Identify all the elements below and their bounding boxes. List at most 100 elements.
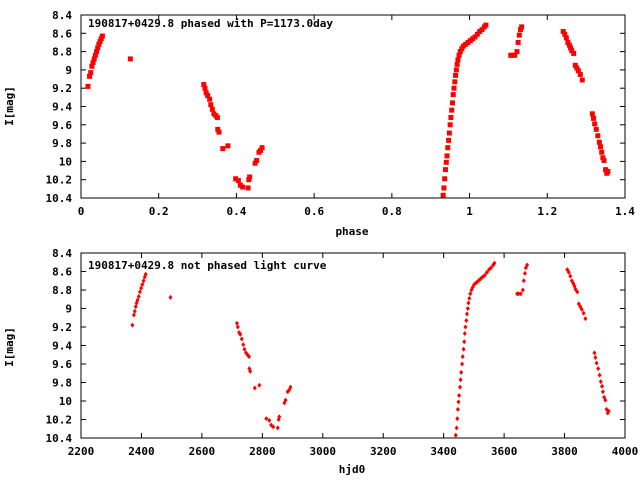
phased-data-point (512, 52, 518, 58)
phased-y-tick-label: 8.4 (52, 9, 72, 22)
unphased-data-point (140, 281, 145, 287)
phased-data-point (203, 90, 209, 96)
phased-data-point (568, 45, 574, 51)
unphased-data-point (583, 316, 588, 322)
phased-data-point (560, 28, 566, 34)
phased-data-point (571, 50, 577, 56)
unphased-x-tick-label: 2800 (249, 445, 276, 458)
phased-data-point (441, 185, 447, 191)
unphased-data-point (460, 361, 465, 367)
unphased-y-tick-label: 8.4 (52, 247, 72, 260)
phased-data-point (235, 178, 241, 184)
phased-data-point (596, 139, 602, 145)
phased-data-point (446, 137, 452, 143)
phased-data-point (201, 82, 207, 88)
unphased-data-point (492, 260, 497, 266)
phased-data-point (569, 48, 575, 54)
phased-data-point (442, 176, 448, 182)
phased-data-point (94, 49, 100, 55)
phased-y-tick-label: 8.8 (52, 46, 72, 59)
phased-data-point (90, 60, 96, 66)
phased-data-point (589, 111, 595, 117)
unphased-data-point (277, 414, 282, 420)
phased-data-point (514, 49, 520, 55)
phased-x-tick-label: 0 (78, 205, 85, 218)
phased-data-point (442, 167, 448, 173)
phased-data-point (449, 100, 455, 106)
phased-plot-area: 0 0.2 0.4 0.6 0.8 1 1.2 1.4 8.4 8.6 8.8 9 9.2 9.4 9.6 9… (46, 9, 636, 218)
phased-data-point (95, 45, 101, 51)
unphased-data-point (465, 306, 470, 311)
unphased-data-point (275, 425, 280, 431)
phased-y-tick-label: 10 (59, 155, 72, 168)
phased-data-point (483, 22, 489, 28)
phased-data-point (516, 32, 522, 38)
phased-data-point (89, 63, 95, 69)
unphased-data-point (525, 262, 530, 268)
phased-data-point (562, 31, 568, 37)
phased-data-point (447, 122, 453, 128)
unphased-data-point (136, 293, 141, 299)
phased-data-point (457, 49, 463, 55)
unphased-data-point (139, 285, 144, 291)
unphased-data-point (568, 273, 573, 279)
phased-data-point (566, 42, 572, 48)
unphased-data-point (482, 272, 487, 278)
unphased-x-tick-label: 3000 (310, 445, 337, 458)
unphased-data-point (132, 308, 137, 314)
phased-data-point (474, 31, 480, 37)
unphased-data-point (516, 291, 521, 297)
unphased-data-point (283, 397, 288, 403)
unphased-data-point (581, 310, 586, 316)
unphased-data-point (598, 379, 603, 385)
phased-data-point (599, 149, 605, 155)
phased-data-point (446, 130, 452, 136)
phased-data-point (593, 126, 599, 132)
unphased-data-point (522, 270, 527, 276)
phased-data-point (99, 33, 105, 39)
unphased-data-point (464, 318, 469, 324)
phased-data-point (519, 24, 525, 30)
unphased-data-point (137, 289, 142, 295)
unphased-data-point (460, 354, 465, 360)
unphased-data-point (459, 369, 464, 375)
unphased-data-point (252, 385, 257, 391)
phased-y-tick-label: 9.8 (52, 137, 72, 150)
unphased-data-point (455, 416, 460, 422)
unphased-data-point (143, 271, 148, 277)
unphased-data-point (241, 342, 246, 348)
unphased-y-tick-label: 10.4 (46, 432, 73, 445)
unphased-data-point (168, 294, 173, 300)
unphased-data-point (467, 295, 472, 301)
unphased-data-point (573, 286, 578, 292)
phased-data-point (87, 73, 93, 79)
unphased-data-point (456, 399, 461, 405)
phased-data-point (598, 144, 604, 150)
unphased-y-tick-label: 9.4 (52, 340, 72, 353)
unphased-x-tick-label: 3200 (370, 445, 397, 458)
unphased-plot-area: 2200 2400 2600 2800 3000 3200 3400 3600 3800 4000… (46, 247, 639, 458)
phased-data-point (449, 107, 455, 113)
phased-data-point (246, 177, 252, 183)
phased-y-tick-label: 9 (65, 64, 72, 77)
unphased-data-point (453, 432, 458, 438)
unphased-data-point (257, 382, 262, 388)
phased-data-point (456, 52, 462, 58)
unphased-data-point (468, 291, 473, 297)
unphased-data-point (462, 330, 467, 336)
phased-data-point (97, 39, 103, 45)
unphased-x-tick-label: 3800 (551, 445, 578, 458)
unphased-data-point (264, 416, 269, 422)
phased-data-point (479, 27, 485, 33)
unphased-data-point (238, 331, 243, 337)
unphased-data-point (596, 366, 601, 372)
phased-y-tick-label: 9.2 (52, 82, 72, 95)
unphased-y-tick-label: 8.6 (52, 266, 72, 279)
unphased-data-point (130, 322, 135, 328)
unphased-data-point (288, 384, 293, 390)
phased-data-point (575, 68, 581, 74)
phased-x-tick-label: 0.4 (226, 205, 246, 218)
unphased-y-tick-label: 9.6 (52, 358, 72, 371)
unphased-data-point (464, 311, 469, 317)
unphased-data-point (594, 360, 599, 366)
